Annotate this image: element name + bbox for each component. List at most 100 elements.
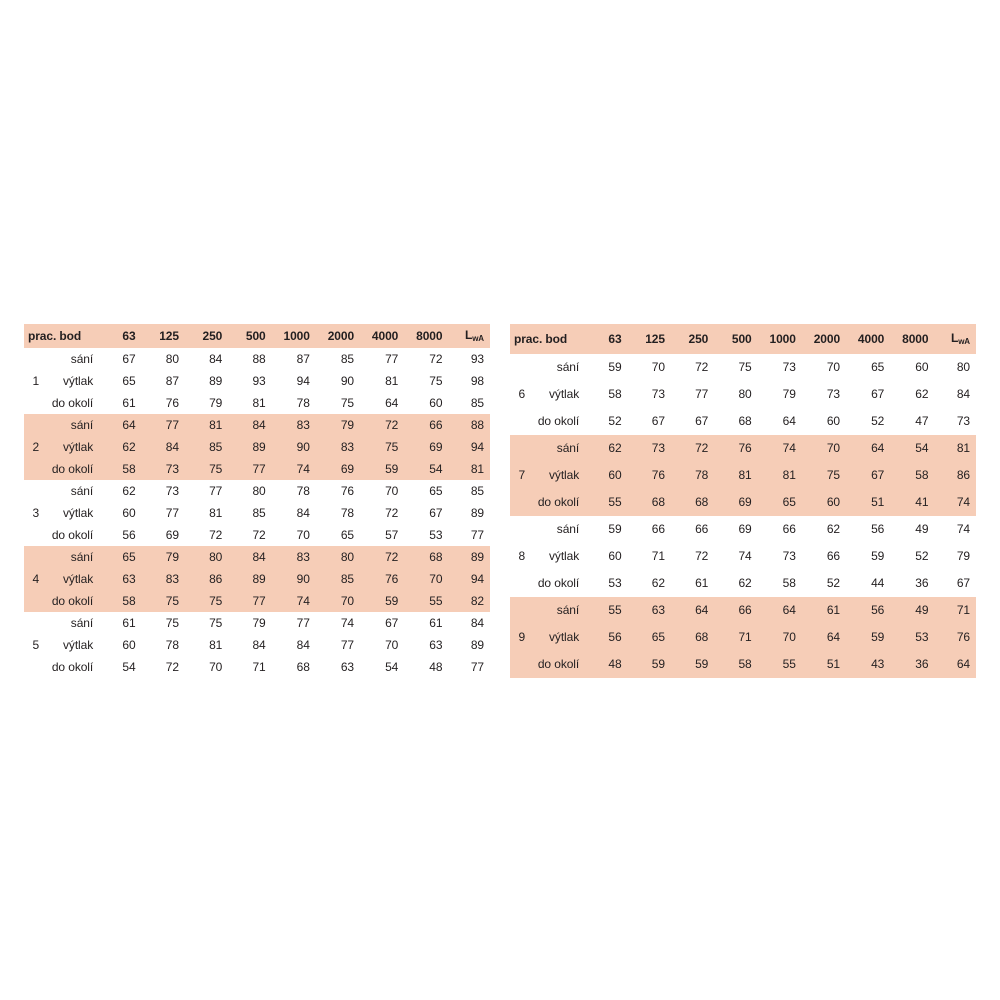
value-cell: 59	[846, 624, 890, 651]
value-cell: 55	[585, 597, 627, 624]
value-cell: 55	[758, 651, 802, 678]
value-cell: 79	[316, 414, 360, 436]
value-cell: 75	[142, 612, 185, 634]
value-cell: 80	[228, 480, 271, 502]
row-label: sání	[533, 435, 585, 462]
value-cell: 78	[142, 634, 185, 656]
group-id-cell	[24, 348, 47, 370]
value-cell: 53	[890, 624, 934, 651]
value-cell: 54	[99, 656, 141, 678]
value-cell: 70	[404, 568, 448, 590]
header-freq-63: 63	[585, 324, 627, 354]
header-freq-250: 250	[671, 324, 714, 354]
value-cell: 85	[185, 436, 228, 458]
value-cell: 70	[802, 435, 846, 462]
group-id-cell	[510, 354, 533, 381]
header-prac-bod: prac. bod	[24, 324, 99, 348]
value-cell: 81	[758, 462, 802, 489]
group-id-cell	[24, 480, 47, 502]
value-cell: 36	[890, 570, 934, 597]
header-freq-2000: 2000	[316, 324, 360, 348]
value-cell: 75	[404, 370, 448, 392]
group-id-cell	[510, 435, 533, 462]
table-row: 7výtlak607678818175675886	[510, 462, 976, 489]
value-cell: 73	[802, 381, 846, 408]
row-label: sání	[47, 480, 99, 502]
header-freq-250: 250	[185, 324, 228, 348]
value-cell: 90	[272, 568, 316, 590]
row-label: do okolí	[533, 570, 585, 597]
value-cell: 59	[671, 651, 714, 678]
value-cell: 66	[671, 516, 714, 543]
value-cell: 53	[585, 570, 627, 597]
row-label: do okolí	[47, 656, 99, 678]
value-cell: 64	[671, 597, 714, 624]
value-cell: 70	[185, 656, 228, 678]
value-cell: 67	[360, 612, 404, 634]
header-lwa: LwA	[448, 324, 490, 348]
value-cell: 62	[99, 436, 141, 458]
value-cell: 61	[802, 597, 846, 624]
value-cell: 58	[890, 462, 934, 489]
value-cell: 88	[228, 348, 271, 370]
value-cell: 67	[846, 462, 890, 489]
value-cell: 87	[272, 348, 316, 370]
header-prac-bod: prac. bod	[510, 324, 585, 354]
value-cell: 72	[185, 524, 228, 546]
value-cell: 90	[316, 370, 360, 392]
value-cell: 62	[628, 570, 671, 597]
value-cell: 76	[714, 435, 757, 462]
header-freq-1000: 1000	[758, 324, 802, 354]
value-cell: 58	[99, 590, 141, 612]
group-id-cell: 2	[24, 436, 47, 458]
value-cell: 66	[628, 516, 671, 543]
value-cell: 77	[272, 612, 316, 634]
value-cell: 62	[890, 381, 934, 408]
value-cell: 36	[890, 651, 934, 678]
group-id-cell	[24, 392, 47, 414]
value-cell: 72	[360, 414, 404, 436]
value-cell: 71	[714, 624, 757, 651]
group-id-cell	[510, 489, 533, 516]
value-cell: 67	[671, 408, 714, 435]
table-row: sání597072757370656080	[510, 354, 976, 381]
value-cell: 70	[360, 634, 404, 656]
value-cell: 74	[272, 590, 316, 612]
value-cell: 76	[628, 462, 671, 489]
row-label: do okolí	[533, 651, 585, 678]
value-cell: 80	[185, 546, 228, 568]
value-cell: 52	[890, 543, 934, 570]
value-cell: 77	[448, 524, 490, 546]
row-label: sání	[47, 348, 99, 370]
value-cell: 89	[448, 546, 490, 568]
value-cell: 60	[404, 392, 448, 414]
table-row: do okolí556868696560514174	[510, 489, 976, 516]
value-cell: 52	[846, 408, 890, 435]
value-cell: 58	[585, 381, 627, 408]
value-cell: 67	[934, 570, 976, 597]
group-id-cell	[24, 414, 47, 436]
table-row: 1výtlak658789939490817598	[24, 370, 490, 392]
header-freq-8000: 8000	[404, 324, 448, 348]
value-cell: 59	[846, 543, 890, 570]
value-cell: 61	[99, 612, 141, 634]
value-cell: 43	[846, 651, 890, 678]
value-cell: 69	[316, 458, 360, 480]
header-freq-63: 63	[99, 324, 141, 348]
table-row: do okolí587575777470595582	[24, 590, 490, 612]
value-cell: 61	[404, 612, 448, 634]
value-cell: 61	[671, 570, 714, 597]
value-cell: 73	[142, 480, 185, 502]
row-label: do okolí	[533, 489, 585, 516]
value-cell: 67	[404, 502, 448, 524]
row-label: výtlak	[47, 634, 99, 656]
value-cell: 77	[448, 656, 490, 678]
value-cell: 54	[890, 435, 934, 462]
value-cell: 81	[934, 435, 976, 462]
value-cell: 79	[228, 612, 271, 634]
value-cell: 78	[671, 462, 714, 489]
row-label: do okolí	[47, 590, 99, 612]
value-cell: 62	[714, 570, 757, 597]
value-cell: 65	[404, 480, 448, 502]
value-cell: 85	[316, 348, 360, 370]
